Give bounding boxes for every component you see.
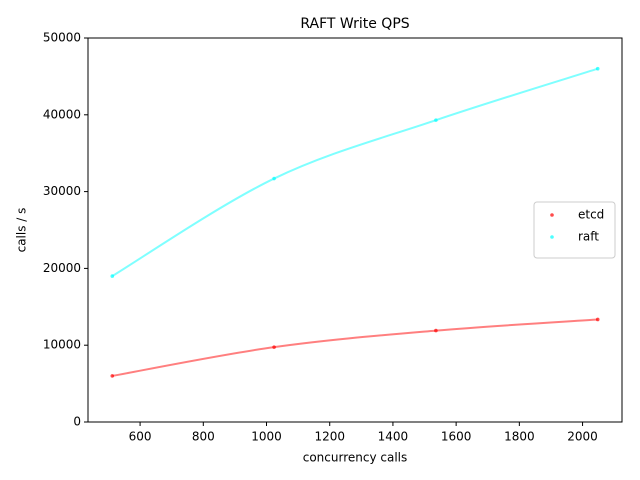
legend-marker bbox=[550, 235, 554, 239]
point bbox=[434, 118, 438, 122]
point bbox=[595, 317, 600, 322]
point bbox=[272, 345, 276, 349]
point bbox=[434, 328, 438, 333]
x-tick-label: 1000 bbox=[251, 430, 282, 444]
x-tick-label: 1200 bbox=[314, 430, 345, 444]
y-axis-label: calls / s bbox=[15, 208, 29, 253]
point bbox=[110, 374, 115, 378]
x-tick-label: 1800 bbox=[504, 430, 535, 444]
point bbox=[272, 176, 276, 181]
y-tick-label: 20000 bbox=[43, 261, 81, 275]
point bbox=[110, 274, 115, 278]
y-tick-label: 0 bbox=[73, 415, 81, 429]
legend-label: etcd bbox=[578, 208, 604, 222]
series-line bbox=[112, 318, 598, 377]
point bbox=[595, 66, 600, 71]
y-tick-label: 30000 bbox=[43, 184, 81, 198]
x-tick-label: 600 bbox=[129, 430, 152, 444]
x-axis-label: concurrency calls bbox=[303, 451, 408, 465]
y-tick-label: 50000 bbox=[43, 31, 81, 45]
x-tick-label: 800 bbox=[192, 430, 215, 444]
legend-label: raft bbox=[578, 230, 599, 244]
x-tick-label: 2000 bbox=[567, 430, 598, 444]
chart-title: RAFT Write QPS bbox=[300, 16, 409, 32]
legend-marker bbox=[550, 213, 554, 217]
x-tick-label: 1400 bbox=[378, 430, 409, 444]
axes-frame bbox=[87, 37, 623, 423]
x-tick-label: 1600 bbox=[441, 430, 472, 444]
y-tick-label: 10000 bbox=[43, 338, 81, 352]
legend-box bbox=[533, 201, 616, 259]
y-tick-label: 40000 bbox=[43, 107, 81, 121]
series-line bbox=[111, 67, 599, 277]
